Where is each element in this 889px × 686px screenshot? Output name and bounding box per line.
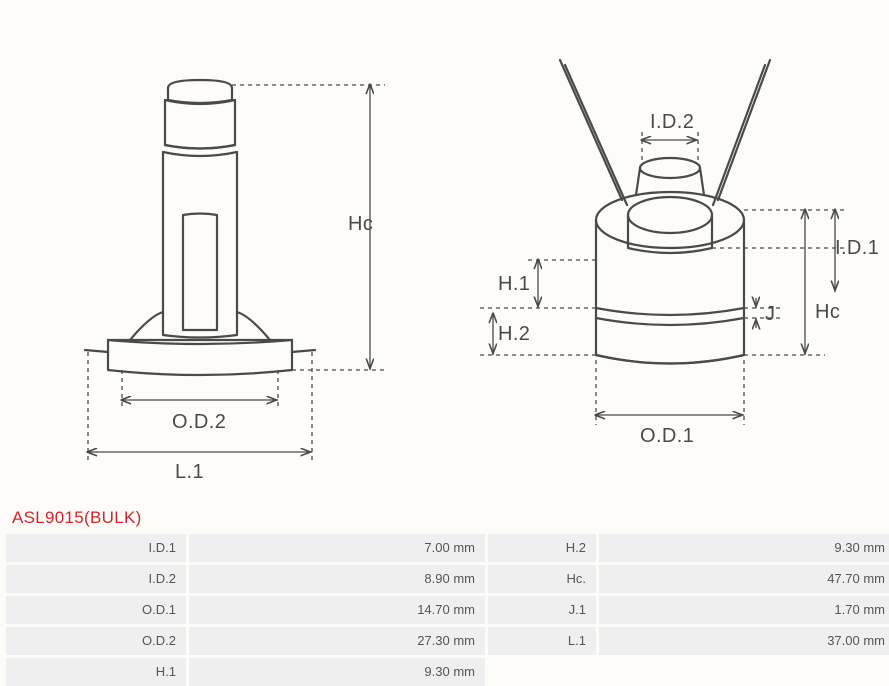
spec-val: 9.30 mm	[599, 534, 889, 562]
spec-val: 47.70 mm	[599, 565, 889, 593]
spec-key: J.1	[488, 596, 596, 624]
label-hc-left: Hc	[348, 213, 373, 235]
spec-table: I.D.17.00 mmH.29.30 mmI.D.28.90 mmHc.47.…	[0, 534, 889, 686]
spec-key: O.D.1	[6, 596, 186, 624]
label-id1: I.D.1	[835, 237, 879, 259]
spec-key: Hc.	[488, 565, 596, 593]
spec-val: 37.00 mm	[599, 627, 889, 655]
label-od2: O.D.2	[172, 411, 226, 433]
label-l1: L.1	[175, 461, 204, 483]
label-h1: H.1	[498, 273, 530, 295]
spec-key: H.2	[488, 534, 596, 562]
right-view	[560, 60, 770, 364]
spec-val: 1.70 mm	[599, 596, 889, 624]
label-h2: H.2	[498, 323, 530, 345]
product-title: ASL9015(BULK)	[0, 500, 889, 534]
spec-val: 8.90 mm	[189, 565, 485, 593]
spec-val: 14.70 mm	[189, 596, 485, 624]
label-od1: O.D.1	[640, 425, 694, 447]
spec-key: I.D.1	[6, 534, 186, 562]
spec-key: O.D.2	[6, 627, 186, 655]
spec-val: 9.30 mm	[189, 658, 485, 686]
technical-drawing: Hc O.D.2 L.1	[0, 0, 889, 500]
label-id2: I.D.2	[650, 111, 694, 133]
spec-key: I.D.2	[6, 565, 186, 593]
spec-val	[599, 658, 889, 686]
spec-key: L.1	[488, 627, 596, 655]
spec-val: 27.30 mm	[189, 627, 485, 655]
spec-key: H.1	[6, 658, 186, 686]
left-view	[85, 80, 315, 375]
spec-key	[488, 658, 596, 686]
label-hc-right: Hc	[815, 301, 840, 323]
label-j: J	[765, 303, 775, 325]
spec-val: 7.00 mm	[189, 534, 485, 562]
